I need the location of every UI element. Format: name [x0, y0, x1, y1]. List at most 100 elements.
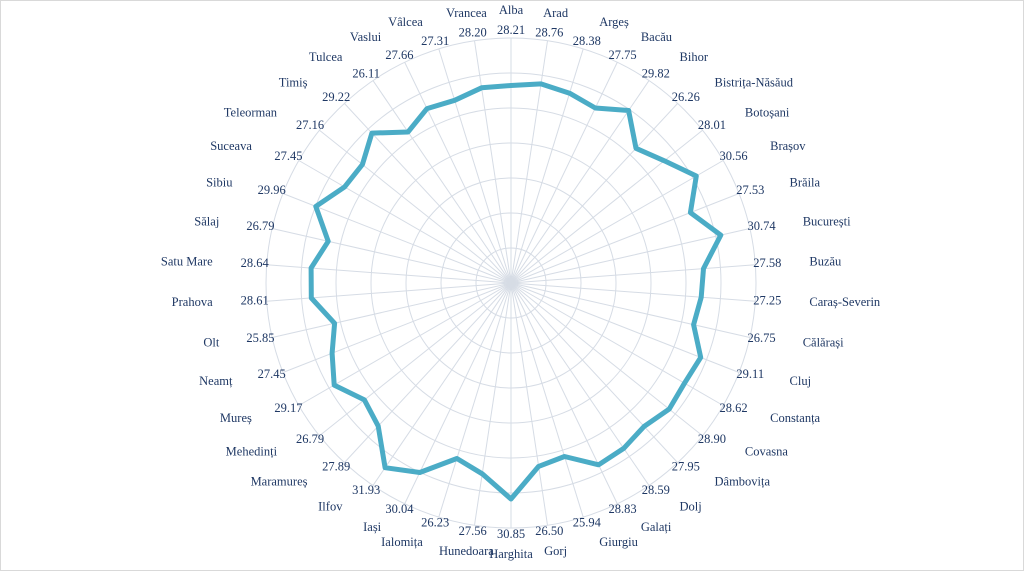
category-label: Olt: [203, 335, 220, 349]
category-label: Brașov: [770, 139, 806, 153]
category-label: Argeș: [599, 15, 629, 29]
spoke: [510, 48, 584, 284]
value-label: 26.75: [748, 331, 776, 345]
value-label: 28.76: [535, 26, 563, 40]
value-label: 28.90: [698, 432, 726, 446]
value-label: 30.04: [385, 502, 414, 516]
value-label: 26.79: [246, 219, 274, 233]
value-label: 31.93: [352, 483, 380, 497]
value-label: 28.20: [459, 26, 487, 40]
spoke: [510, 62, 618, 284]
value-label: 28.64: [241, 256, 270, 270]
spoke: [510, 282, 584, 518]
category-label: Dâmbovița: [715, 474, 771, 488]
spoke: [282, 193, 512, 284]
value-label: 26.11: [352, 67, 380, 81]
spoke: [510, 282, 724, 406]
spoke: [510, 282, 650, 486]
category-label: Sibiu: [206, 176, 233, 190]
category-label: Constanța: [770, 411, 820, 425]
value-label: 26.50: [535, 524, 563, 538]
category-label: Caraș-Severin: [809, 295, 881, 309]
value-label: 27.89: [322, 460, 350, 474]
category-label: Maramureș: [251, 474, 308, 488]
category-label: Brăila: [790, 176, 821, 190]
category-label: Sălaj: [194, 214, 219, 228]
spoke: [510, 129, 703, 284]
spoke: [510, 264, 756, 284]
category-label: Suceava: [210, 139, 252, 153]
category-label: Neamț: [199, 374, 233, 388]
category-label: Buzău: [809, 255, 842, 269]
value-label: 28.83: [608, 502, 636, 516]
category-label: Ilfov: [318, 500, 343, 514]
value-label: 27.95: [672, 460, 700, 474]
spoke: [438, 48, 512, 284]
spoke: [510, 103, 679, 284]
category-label: Mureș: [220, 411, 252, 425]
category-label: Dolj: [680, 500, 702, 514]
value-label: 27.31: [421, 34, 449, 48]
spoke: [404, 62, 512, 284]
spoke: [473, 282, 512, 526]
spoke: [510, 193, 740, 284]
value-label: 28.62: [720, 401, 748, 415]
category-label: Ialomița: [381, 535, 423, 549]
spoke: [510, 282, 549, 526]
value-label: 25.85: [246, 331, 274, 345]
value-label: 27.75: [608, 48, 636, 62]
value-label: 30.85: [497, 527, 525, 541]
value-label: 29.17: [274, 401, 302, 415]
spoke: [510, 282, 750, 339]
category-label: Călărași: [803, 335, 844, 349]
category-label: Mehedinți: [226, 444, 278, 458]
category-label: Gorj: [544, 544, 567, 558]
value-label: 30.74: [748, 219, 777, 233]
spoke: [510, 40, 549, 284]
spoke: [298, 160, 512, 284]
category-label: Prahova: [172, 295, 213, 309]
value-label: 27.45: [258, 367, 286, 381]
value-label: 28.61: [241, 294, 269, 308]
value-label: 25.94: [573, 516, 602, 530]
category-label: Alba: [499, 3, 524, 17]
value-label: 29.11: [736, 367, 764, 381]
category-label: Galați: [641, 520, 672, 534]
spoke: [510, 160, 724, 284]
value-label: 29.22: [322, 90, 350, 104]
spoke: [319, 129, 512, 284]
spoke: [510, 282, 756, 302]
spoke: [510, 282, 679, 463]
spoke: [319, 282, 512, 437]
category-label: Bistrița-Năsăud: [715, 75, 794, 89]
value-label: 28.59: [642, 483, 670, 497]
value-label: 30.56: [720, 149, 748, 163]
value-label: 27.56: [459, 524, 487, 538]
category-label: Bacău: [641, 30, 673, 44]
spoke: [404, 282, 512, 504]
value-label: 27.53: [736, 183, 764, 197]
spoke: [272, 282, 512, 339]
spoke: [510, 80, 650, 284]
spoke: [372, 80, 512, 284]
category-label: Hunedoara: [439, 544, 494, 558]
category-label: Timiș: [279, 75, 308, 89]
value-label: 26.23: [421, 516, 449, 530]
category-label: Vrancea: [446, 6, 487, 20]
category-label: Teleorman: [224, 105, 278, 119]
category-label: Arad: [543, 6, 569, 20]
value-label: 27.58: [753, 256, 781, 270]
category-label: București: [803, 214, 851, 228]
category-label: Satu Mare: [161, 255, 213, 269]
category-label: Vaslui: [350, 30, 382, 44]
value-label: 27.45: [274, 149, 302, 163]
value-label: 27.25: [753, 294, 781, 308]
category-label: Giurgiu: [599, 535, 638, 549]
spoke: [343, 282, 512, 463]
value-label: 26.79: [296, 432, 324, 446]
value-label: 29.82: [642, 67, 670, 81]
category-label: Vâlcea: [388, 15, 423, 29]
category-label: Harghita: [489, 547, 533, 561]
spoke: [266, 264, 512, 284]
